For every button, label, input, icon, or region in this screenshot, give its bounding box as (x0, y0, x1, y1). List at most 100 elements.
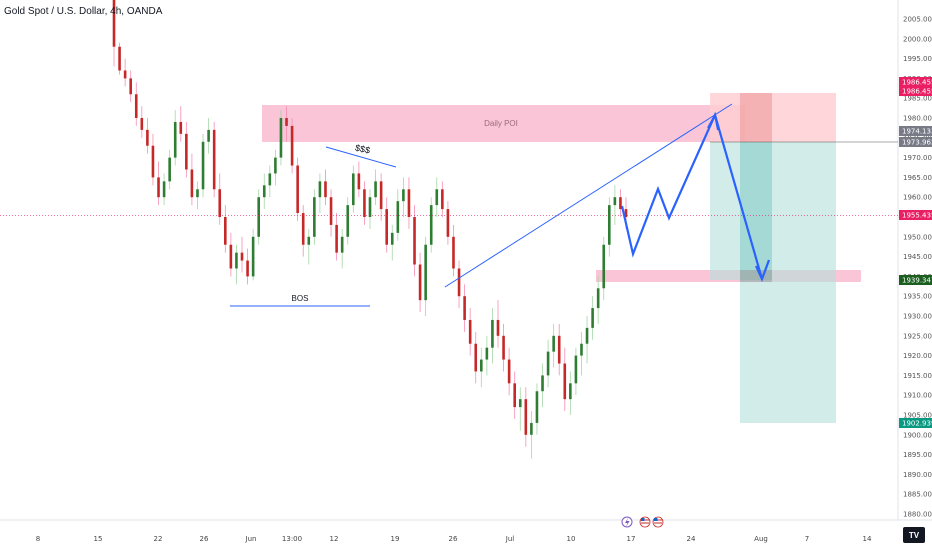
price-tick-label: 1980.000 (903, 115, 932, 123)
candle-body (457, 268, 461, 297)
candle-body (474, 343, 478, 372)
projection-arrowhead (755, 259, 771, 282)
price-tick-label: 2005.000 (903, 16, 932, 24)
price-tick-label: 1920.000 (903, 352, 932, 360)
candle-body (173, 121, 177, 158)
price-tick-label: 1890.000 (903, 471, 932, 479)
candle-body (279, 118, 283, 158)
candle-body (379, 181, 383, 210)
liquidity-trendline[interactable] (325, 146, 397, 168)
price-tick-label: 1880.000 (903, 511, 932, 519)
candle-body (468, 319, 472, 344)
daily-poi-zone[interactable] (262, 105, 745, 142)
us-flag-icon[interactable] (639, 516, 651, 528)
candle-body (418, 264, 422, 301)
candle-body (446, 209, 450, 237)
price-tick-label: 1900.000 (903, 431, 932, 439)
candle-body (235, 252, 238, 269)
date-tick-label: 12 (330, 535, 339, 543)
candle-body (602, 244, 606, 289)
candle-body (179, 121, 183, 134)
candle-body (307, 236, 311, 245)
candle-body (257, 197, 260, 237)
tradingview-logo[interactable]: TV (903, 527, 925, 543)
date-tick-label: Aug (754, 535, 768, 543)
price-badge-label: 1986.455 (902, 79, 932, 87)
price-tick-label: 1995.000 (903, 55, 932, 63)
candle-body (229, 244, 233, 269)
candle-body (424, 244, 427, 301)
price-badge-label: 1974.133 (902, 128, 932, 136)
candle-body (402, 189, 405, 202)
lightning-glyph (625, 518, 630, 527)
price-tick-label: 1910.000 (903, 392, 932, 400)
candle-body (524, 399, 528, 435)
price-badge (899, 77, 932, 87)
date-tick-label: 24 (687, 535, 696, 543)
us-flag-icon-2[interactable] (652, 516, 664, 528)
candle-body (569, 383, 572, 400)
time-axis[interactable]: 8 15 22 26 Jun 13:00 12 19 26 Jul 10 17 24 Aug 7 14 (36, 535, 872, 543)
entry-marker (740, 270, 772, 282)
price-tick-label: 1965.000 (903, 174, 932, 182)
candle-body (224, 217, 227, 245)
candles-layer (112, 0, 628, 459)
candle-body (335, 224, 338, 253)
candle-body (596, 288, 600, 309)
take-profit-zone-lower[interactable] (740, 280, 836, 423)
bos-label: BOS (292, 294, 309, 303)
price-tick-label: 1945.000 (903, 253, 932, 261)
candle-body (546, 351, 550, 376)
candle-body (201, 141, 205, 190)
candle-body (146, 129, 149, 146)
event-icons (621, 516, 664, 528)
candle-body (563, 363, 567, 400)
candle-body (329, 197, 333, 225)
candle-body (535, 391, 539, 423)
candle-body (313, 197, 316, 237)
price-badge (899, 137, 932, 147)
candle-body (502, 335, 505, 360)
candle-body (134, 94, 138, 118)
date-tick-label: 22 (154, 535, 163, 543)
daily-poi-label: Daily POI (484, 119, 518, 128)
candle-body (246, 260, 249, 277)
symbol-title[interactable]: Gold Spot / U.S. Dollar, 4h, OANDA (4, 6, 163, 17)
price-tick-label: 1895.000 (903, 451, 932, 459)
candle-body (212, 129, 216, 190)
candle-body (580, 343, 583, 356)
candle-body (435, 189, 439, 206)
candle-body (218, 189, 222, 217)
price-badge-label: 1902.939 (902, 420, 932, 428)
candle-body (296, 165, 299, 214)
date-tick-label: Jul (505, 535, 515, 543)
projection-path[interactable] (620, 111, 764, 280)
candle-body (530, 422, 533, 435)
candle-body (368, 197, 372, 217)
date-tick-label: Jun (245, 535, 257, 543)
date-tick-label: 7 (805, 535, 809, 543)
candle-body (340, 236, 344, 253)
price-tick-label: 1935.000 (903, 293, 932, 301)
candle-body (613, 197, 617, 206)
candle-body (268, 173, 272, 186)
candle-body (441, 189, 444, 210)
price-tick-label: 1960.000 (903, 194, 932, 202)
candle-body (207, 129, 210, 142)
candle-body (390, 232, 394, 245)
date-tick-label: 26 (449, 535, 458, 543)
price-tick-label: 1915.000 (903, 372, 932, 380)
price-tick-label: 1950.000 (903, 233, 932, 241)
candle-body (301, 213, 305, 245)
take-profit-zone-upper[interactable] (710, 142, 836, 280)
price-badges: 1986.4551986.455 1974.133 1973.962 1955.435… (899, 77, 932, 428)
candle-body (552, 335, 555, 352)
candle-body (413, 217, 416, 265)
rising-trendline[interactable] (444, 103, 733, 288)
price-badge (899, 210, 932, 220)
stop-loss-zone[interactable] (710, 93, 836, 142)
stop-loss-zone-inner (740, 93, 772, 142)
date-tick-label: 19 (391, 535, 400, 543)
date-tick-label: 13:00 (282, 535, 302, 543)
